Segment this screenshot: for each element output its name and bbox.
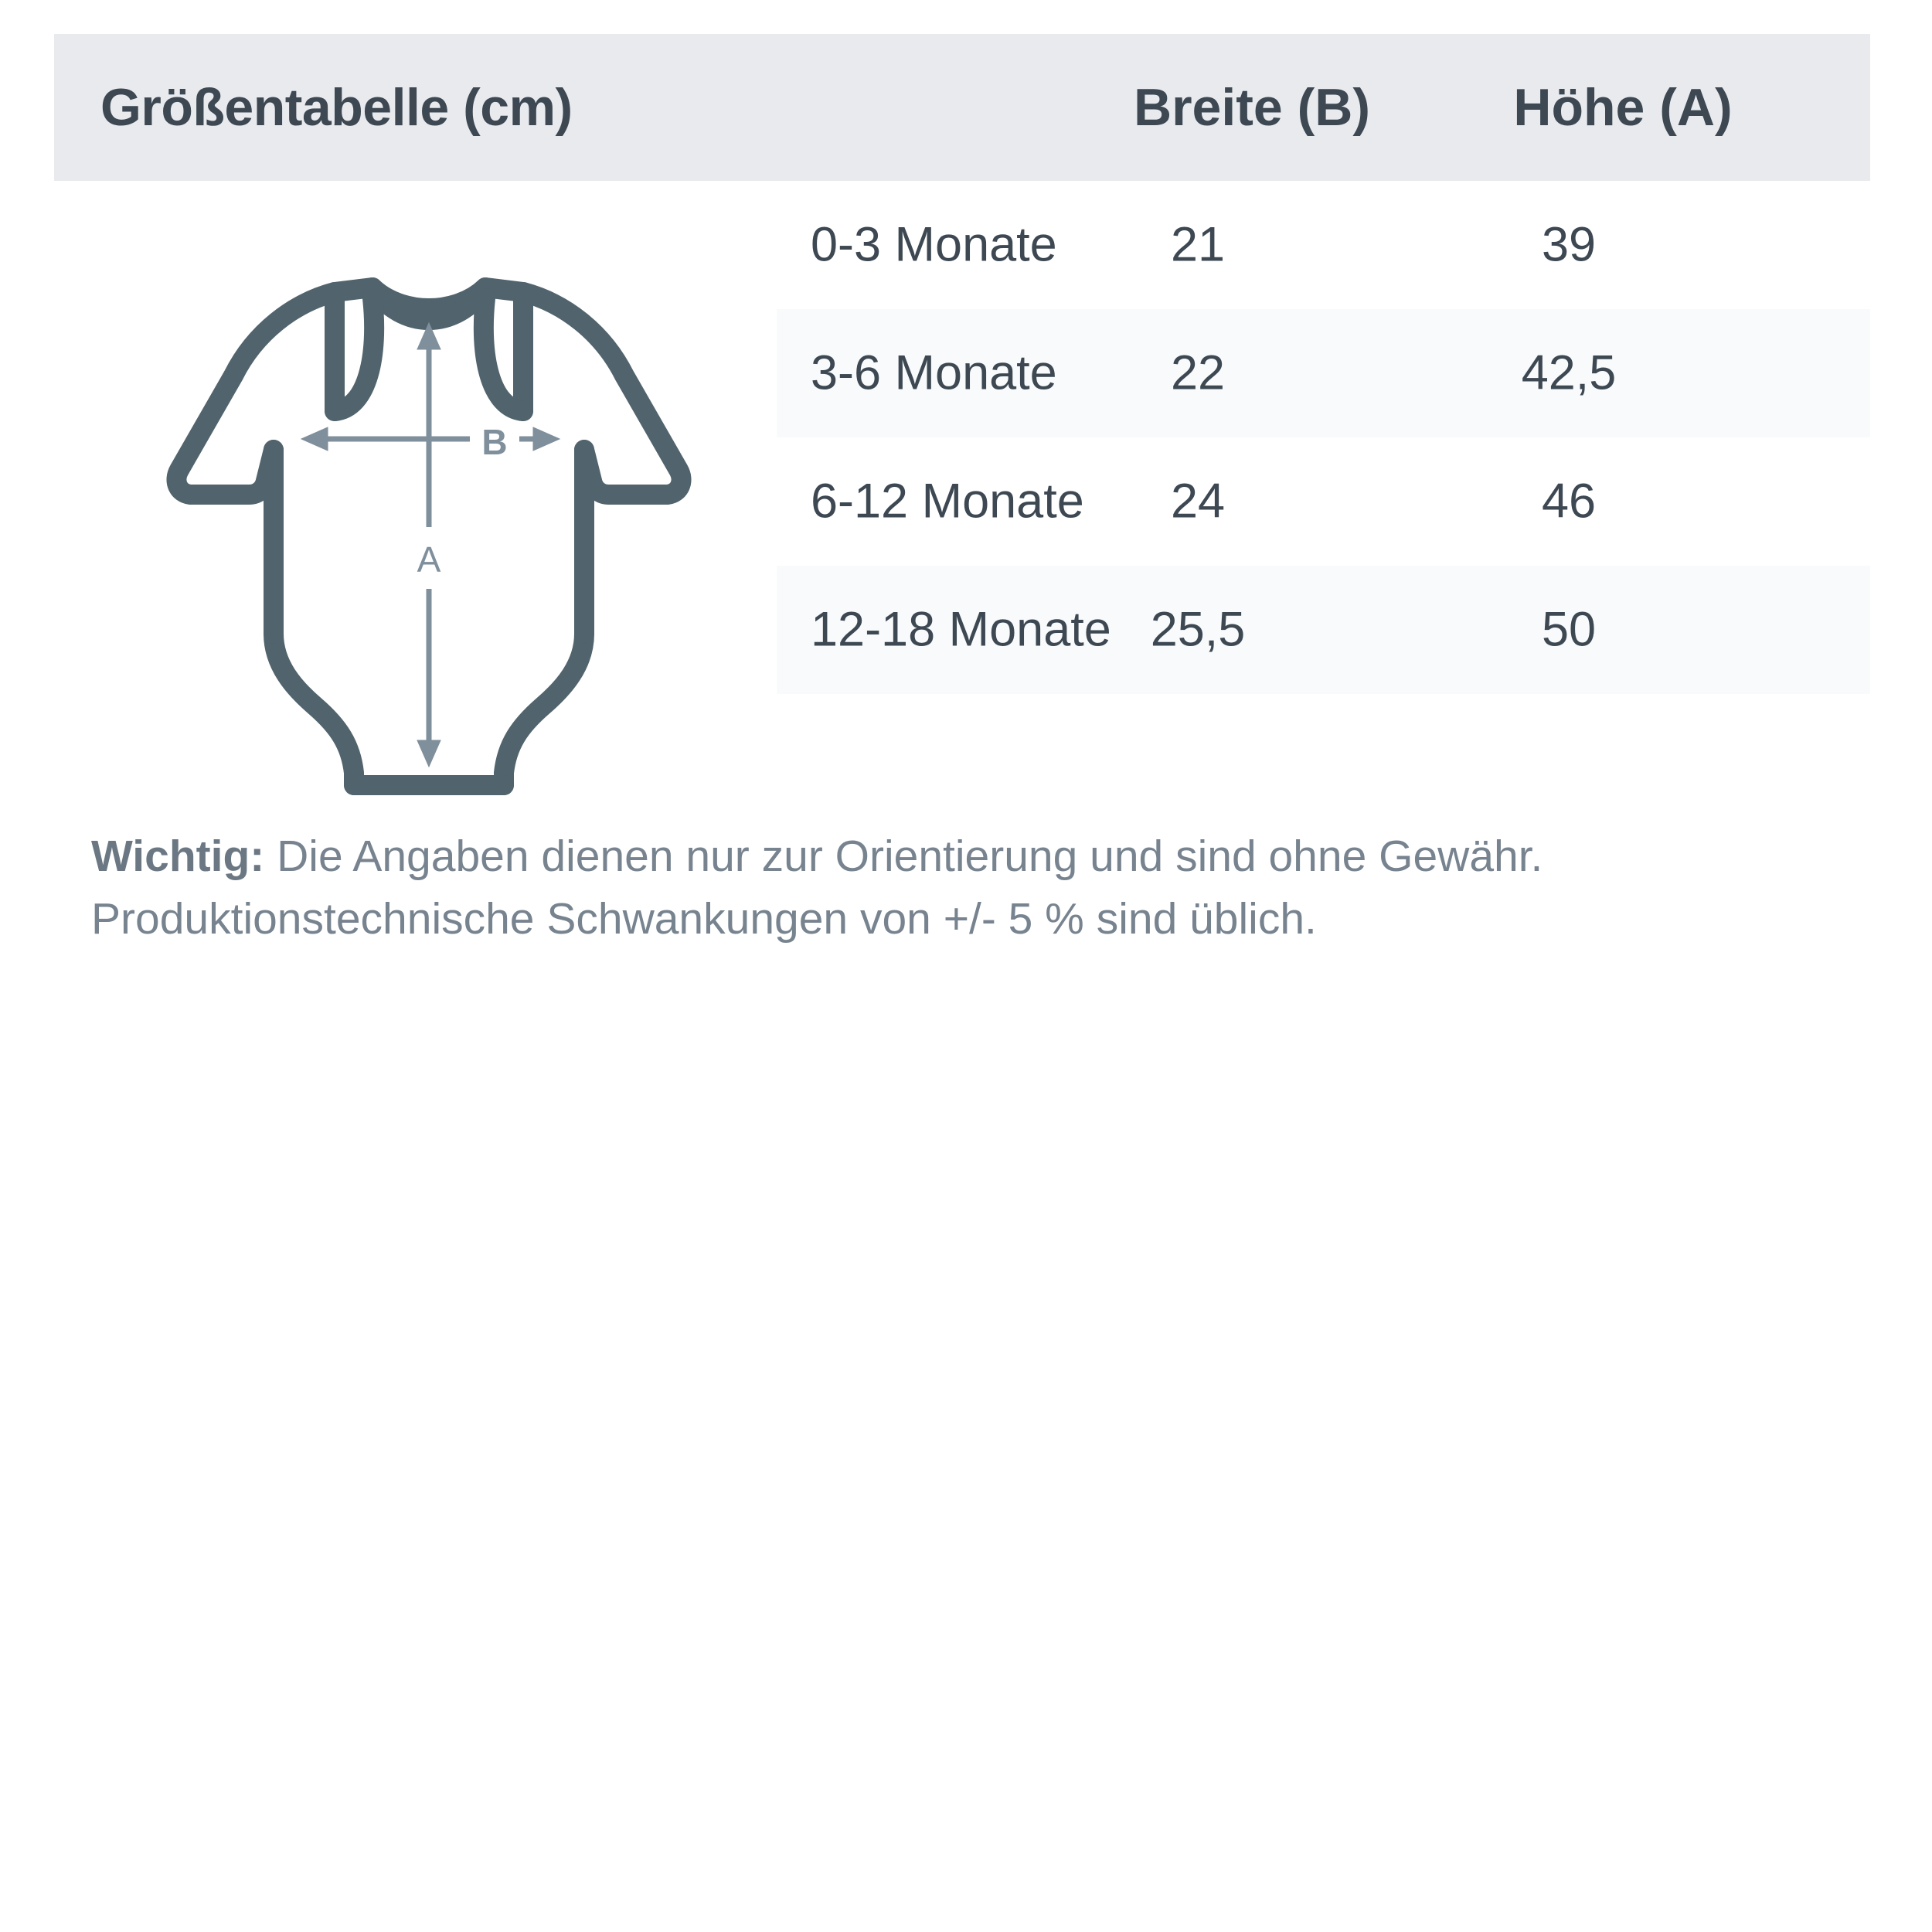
footnote-lead: Wichtig: [91, 832, 265, 881]
cell-height: 50 [1541, 602, 1597, 657]
cell-width: 25,5 [1150, 602, 1246, 657]
cell-height: 46 [1541, 474, 1597, 529]
height-label: A [417, 539, 441, 580]
cell-size: 12-18 Monate [811, 602, 1111, 657]
table-row: 3-6 Monate 22 42,5 [777, 309, 1870, 437]
cell-size: 6-12 Monate [811, 474, 1084, 529]
footnote-text: Die Angaben dienen nur zur Orientierung … [91, 832, 1543, 944]
table-row: 12-18 Monate 25,5 50 [777, 566, 1870, 694]
page-title: Größentabelle (cm) [100, 78, 573, 137]
size-table-body: 0-3 Monate 21 39 3-6 Monate 22 42,5 6-12… [777, 181, 1870, 694]
width-measure-arrow [300, 427, 561, 451]
column-header-height: Höhe (A) [1513, 78, 1733, 137]
cell-width: 24 [1170, 474, 1226, 529]
table-header-band: Größentabelle (cm) Breite (B) Höhe (A) [54, 34, 1870, 181]
measurement-arrows [300, 321, 561, 768]
cell-height: 39 [1541, 217, 1597, 272]
table-row: 0-3 Monate 21 39 [777, 181, 1870, 309]
cell-size: 0-3 Monate [811, 217, 1057, 272]
cell-size: 3-6 Monate [811, 345, 1057, 400]
bodysuit-icon [166, 277, 692, 795]
column-header-width: Breite (B) [1133, 78, 1371, 137]
width-label: B [481, 422, 507, 462]
cell-height: 42,5 [1521, 345, 1617, 400]
cell-width: 21 [1170, 217, 1226, 272]
cell-width: 22 [1170, 345, 1226, 400]
footnote: Wichtig: Die Angaben dienen nur zur Orie… [91, 825, 1869, 951]
bodysuit-illustration: B A [147, 232, 711, 796]
table-row: 6-12 Monate 24 46 [777, 437, 1870, 566]
height-measure-arrow [417, 321, 441, 768]
